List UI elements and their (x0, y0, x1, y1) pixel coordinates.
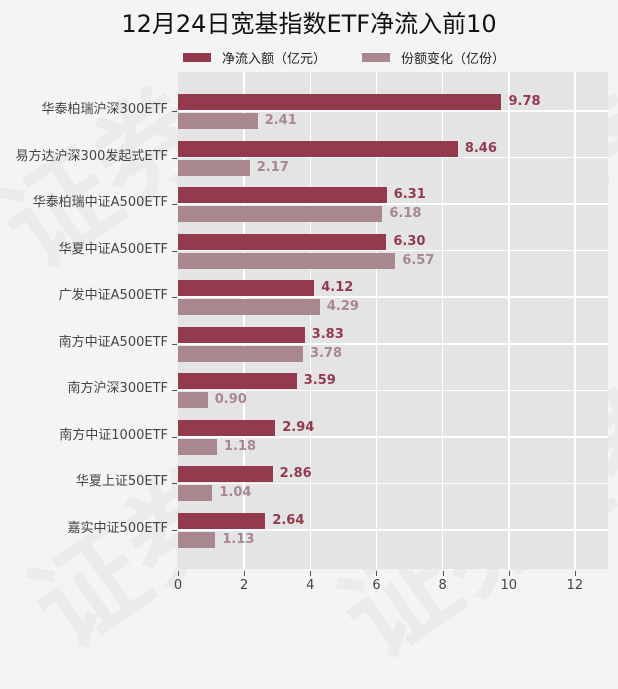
share-change-value-label: 2.17 (256, 159, 289, 175)
net-inflow-value-label: 4.12 (321, 280, 354, 296)
x-tick-label: 2 (240, 578, 249, 593)
net-inflow-value-label: 2.94 (282, 419, 315, 435)
x-tick-label: 4 (306, 578, 315, 593)
share-change-bar (178, 345, 304, 362)
legend-item-net-inflow: 净流入额（亿元） (183, 48, 326, 67)
net-inflow-bar (178, 280, 315, 297)
x-tick-mark (508, 571, 510, 576)
horizontal-gridline (178, 249, 608, 252)
category-label: 广发中证A500ETF (58, 288, 168, 304)
share-change-bar (178, 159, 250, 176)
legend-label: 份额变化（亿份） (401, 52, 506, 67)
share-change-value-label: 1.04 (219, 485, 252, 501)
y-tick-mark (172, 343, 177, 345)
category-label: 南方中证A500ETF (58, 334, 168, 350)
y-tick-mark (172, 483, 177, 485)
x-tick-mark (178, 571, 179, 576)
share-change-value-label: 0.90 (214, 392, 247, 408)
vertical-gridline (309, 72, 312, 569)
horizontal-gridline (178, 296, 608, 298)
share-change-bar (178, 485, 213, 502)
share-change-value-label: 1.13 (222, 531, 255, 547)
y-tick-mark (172, 204, 177, 206)
vertical-gridline (441, 72, 444, 569)
y-tick-mark (172, 436, 177, 438)
net-inflow-value-label: 3.59 (303, 373, 336, 389)
share-change-value-label: 6.18 (389, 206, 422, 222)
share-change-bar (178, 299, 320, 316)
y-tick-mark (172, 250, 177, 252)
share-change-bar (178, 252, 396, 269)
category-label: 华夏中证A500ETF (58, 241, 168, 257)
net-inflow-value-label: 6.31 (393, 187, 426, 203)
horizontal-gridline (178, 203, 608, 205)
net-inflow-value-label: 2.64 (272, 512, 305, 528)
legend-item-share-change: 份额变化（亿份） (362, 48, 505, 67)
net-inflow-bar (178, 512, 266, 529)
net-inflow-bar (178, 94, 502, 110)
category-label: 南方沪深300ETF (67, 381, 168, 397)
legend-swatch-share-change (362, 53, 390, 62)
net-inflow-value-label: 8.46 (464, 140, 497, 156)
x-tick-label: 0 (173, 578, 183, 593)
horizontal-gridline (178, 529, 608, 531)
legend-swatch-net-inflow (183, 53, 211, 62)
category-label: 华夏上证50ETF (75, 474, 168, 490)
horizontal-gridline (178, 156, 608, 159)
x-tick-mark (574, 571, 576, 576)
horizontal-gridline (178, 482, 608, 485)
x-tick-label: 6 (372, 578, 381, 593)
horizontal-gridline (178, 436, 608, 438)
vertical-gridline (574, 72, 576, 569)
net-inflow-value-label: 2.86 (279, 466, 312, 482)
share-change-bar (178, 206, 383, 223)
y-tick-mark (172, 529, 177, 531)
y-tick-mark (172, 111, 177, 112)
net-inflow-value-label: 9.78 (508, 94, 541, 109)
net-inflow-value-label: 3.83 (311, 326, 344, 342)
horizontal-gridline (178, 110, 608, 112)
category-label: 华泰柏瑞沪深300ETF (41, 102, 168, 117)
share-change-value-label: 4.29 (326, 299, 359, 315)
share-change-value-label: 1.18 (224, 438, 257, 454)
x-tick-label: 12 (566, 578, 584, 593)
vertical-gridline (508, 72, 510, 569)
x-tick-label: 8 (438, 578, 447, 593)
net-inflow-bar (178, 373, 297, 390)
share-change-value-label: 3.78 (310, 345, 343, 361)
x-tick-mark (244, 571, 246, 576)
x-tick-mark (310, 571, 312, 576)
net-inflow-bar (178, 233, 387, 250)
share-change-value-label: 2.41 (264, 113, 297, 128)
category-label: 华泰柏瑞中证A500ETF (32, 195, 168, 211)
share-change-bar (178, 113, 258, 129)
category-label: 易方达沪深300发起式ETF (15, 148, 168, 164)
net-inflow-bar (178, 326, 305, 343)
legend-label: 净流入额（亿元） (222, 52, 327, 67)
vertical-gridline (243, 72, 245, 569)
share-change-bar (178, 531, 216, 548)
net-inflow-bar (178, 419, 276, 436)
horizontal-gridline (178, 389, 608, 392)
y-tick-mark (172, 297, 177, 299)
x-tick-mark (442, 571, 444, 576)
share-change-bar (178, 438, 218, 455)
y-tick-mark (172, 157, 177, 159)
vertical-gridline (375, 72, 378, 569)
horizontal-gridline (178, 343, 608, 345)
net-inflow-bar (178, 187, 387, 204)
share-change-bar (178, 392, 208, 409)
net-inflow-bar (178, 466, 273, 483)
share-change-value-label: 6.57 (402, 252, 435, 268)
net-inflow-bar (178, 140, 458, 157)
net-inflow-value-label: 6.30 (393, 233, 426, 249)
x-tick-label: 10 (500, 578, 518, 593)
category-label: 南方中证1000ETF (59, 427, 168, 443)
category-label: 嘉实中证500ETF (67, 520, 168, 536)
x-tick-mark (376, 571, 378, 576)
plot-area: 9.78 2.41 8.46 2.17 6.31 6.18 6.30 6.57 4.12 4.29… (178, 72, 608, 569)
chart-title: 12月24日宽基指数ETF净流入前10 (121, 10, 497, 38)
y-tick-mark (172, 390, 177, 392)
